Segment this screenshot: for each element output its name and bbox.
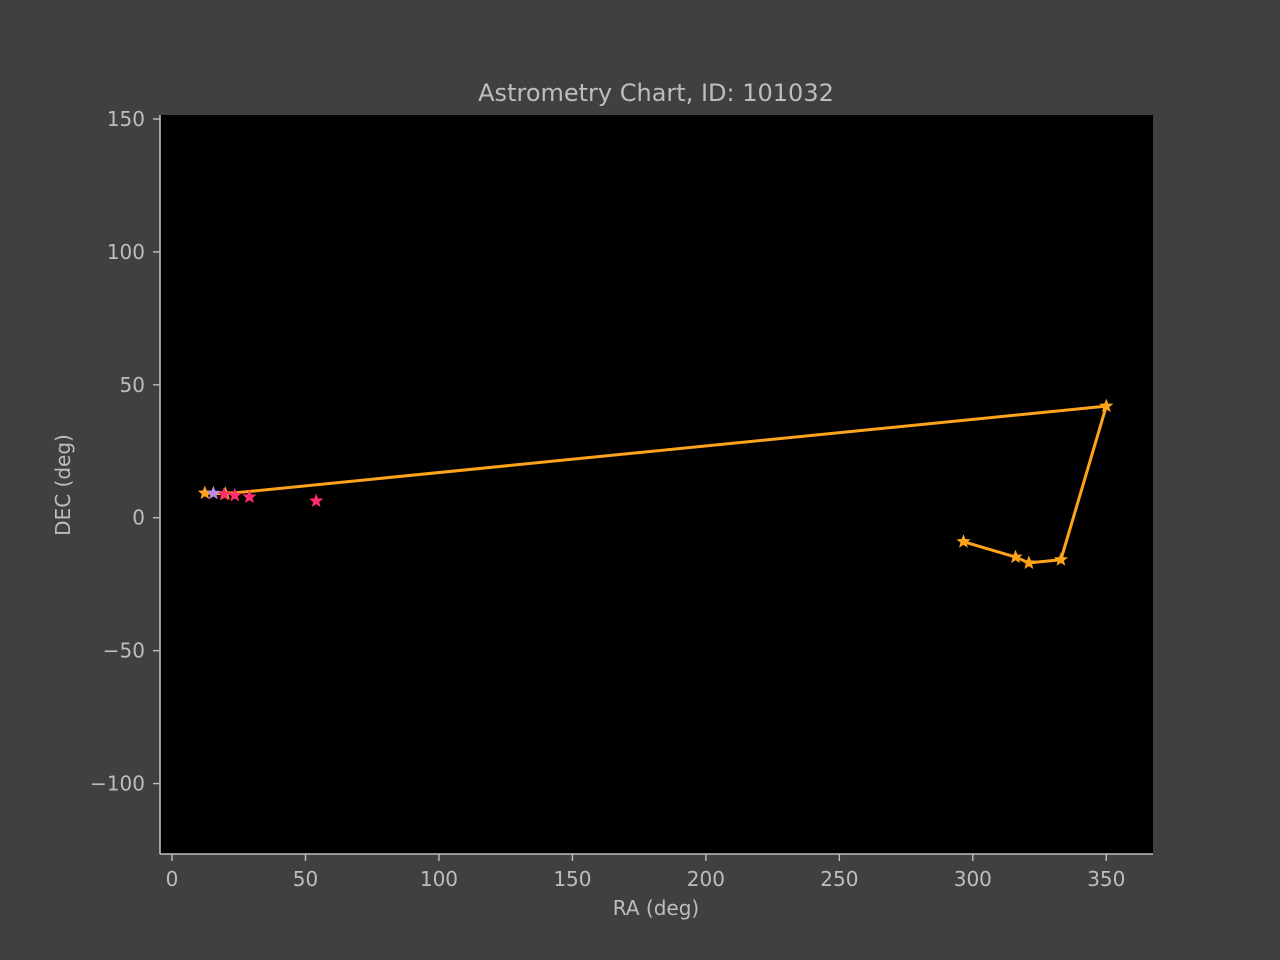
data-point-star: [227, 487, 242, 502]
x-tick-label: 100: [420, 867, 458, 891]
chart-marks: [197, 398, 1114, 569]
x-tick-label: 50: [293, 867, 318, 891]
data-point-star: [216, 486, 232, 501]
chart-axes: 0 50 100 150 200 250 300 350 150 100 50 0 −50 −100: [90, 107, 1153, 891]
data-point-star: [309, 493, 324, 508]
data-point-star: [206, 485, 221, 500]
x-tick-label: 250: [820, 867, 858, 891]
y-tick-label: −100: [90, 772, 145, 796]
x-axis-label: RA (deg): [613, 896, 699, 920]
x-tick-label: 150: [553, 867, 591, 891]
y-tick-label: −50: [103, 639, 145, 663]
y-tick-label: 100: [107, 240, 145, 264]
data-point-star: [1099, 398, 1114, 413]
y-tick-label: 0: [132, 506, 145, 530]
x-tick-label: 200: [687, 867, 725, 891]
y-tick-label: 50: [120, 373, 145, 397]
y-tick-label: 150: [107, 107, 145, 131]
x-tick-label: 350: [1087, 867, 1125, 891]
y-axis-label: DEC (deg): [51, 434, 75, 536]
x-tick-label: 0: [166, 867, 179, 891]
data-point-star: [197, 485, 212, 500]
x-tick-label: 300: [954, 867, 992, 891]
data-point-star: [1021, 555, 1037, 569]
data-point-star: [242, 489, 257, 504]
chart-title: Astrometry Chart, ID: 101032: [478, 79, 834, 107]
data-point-star: [1008, 549, 1023, 564]
data-point-star: [1053, 552, 1069, 566]
data-point-star: [956, 534, 971, 548]
